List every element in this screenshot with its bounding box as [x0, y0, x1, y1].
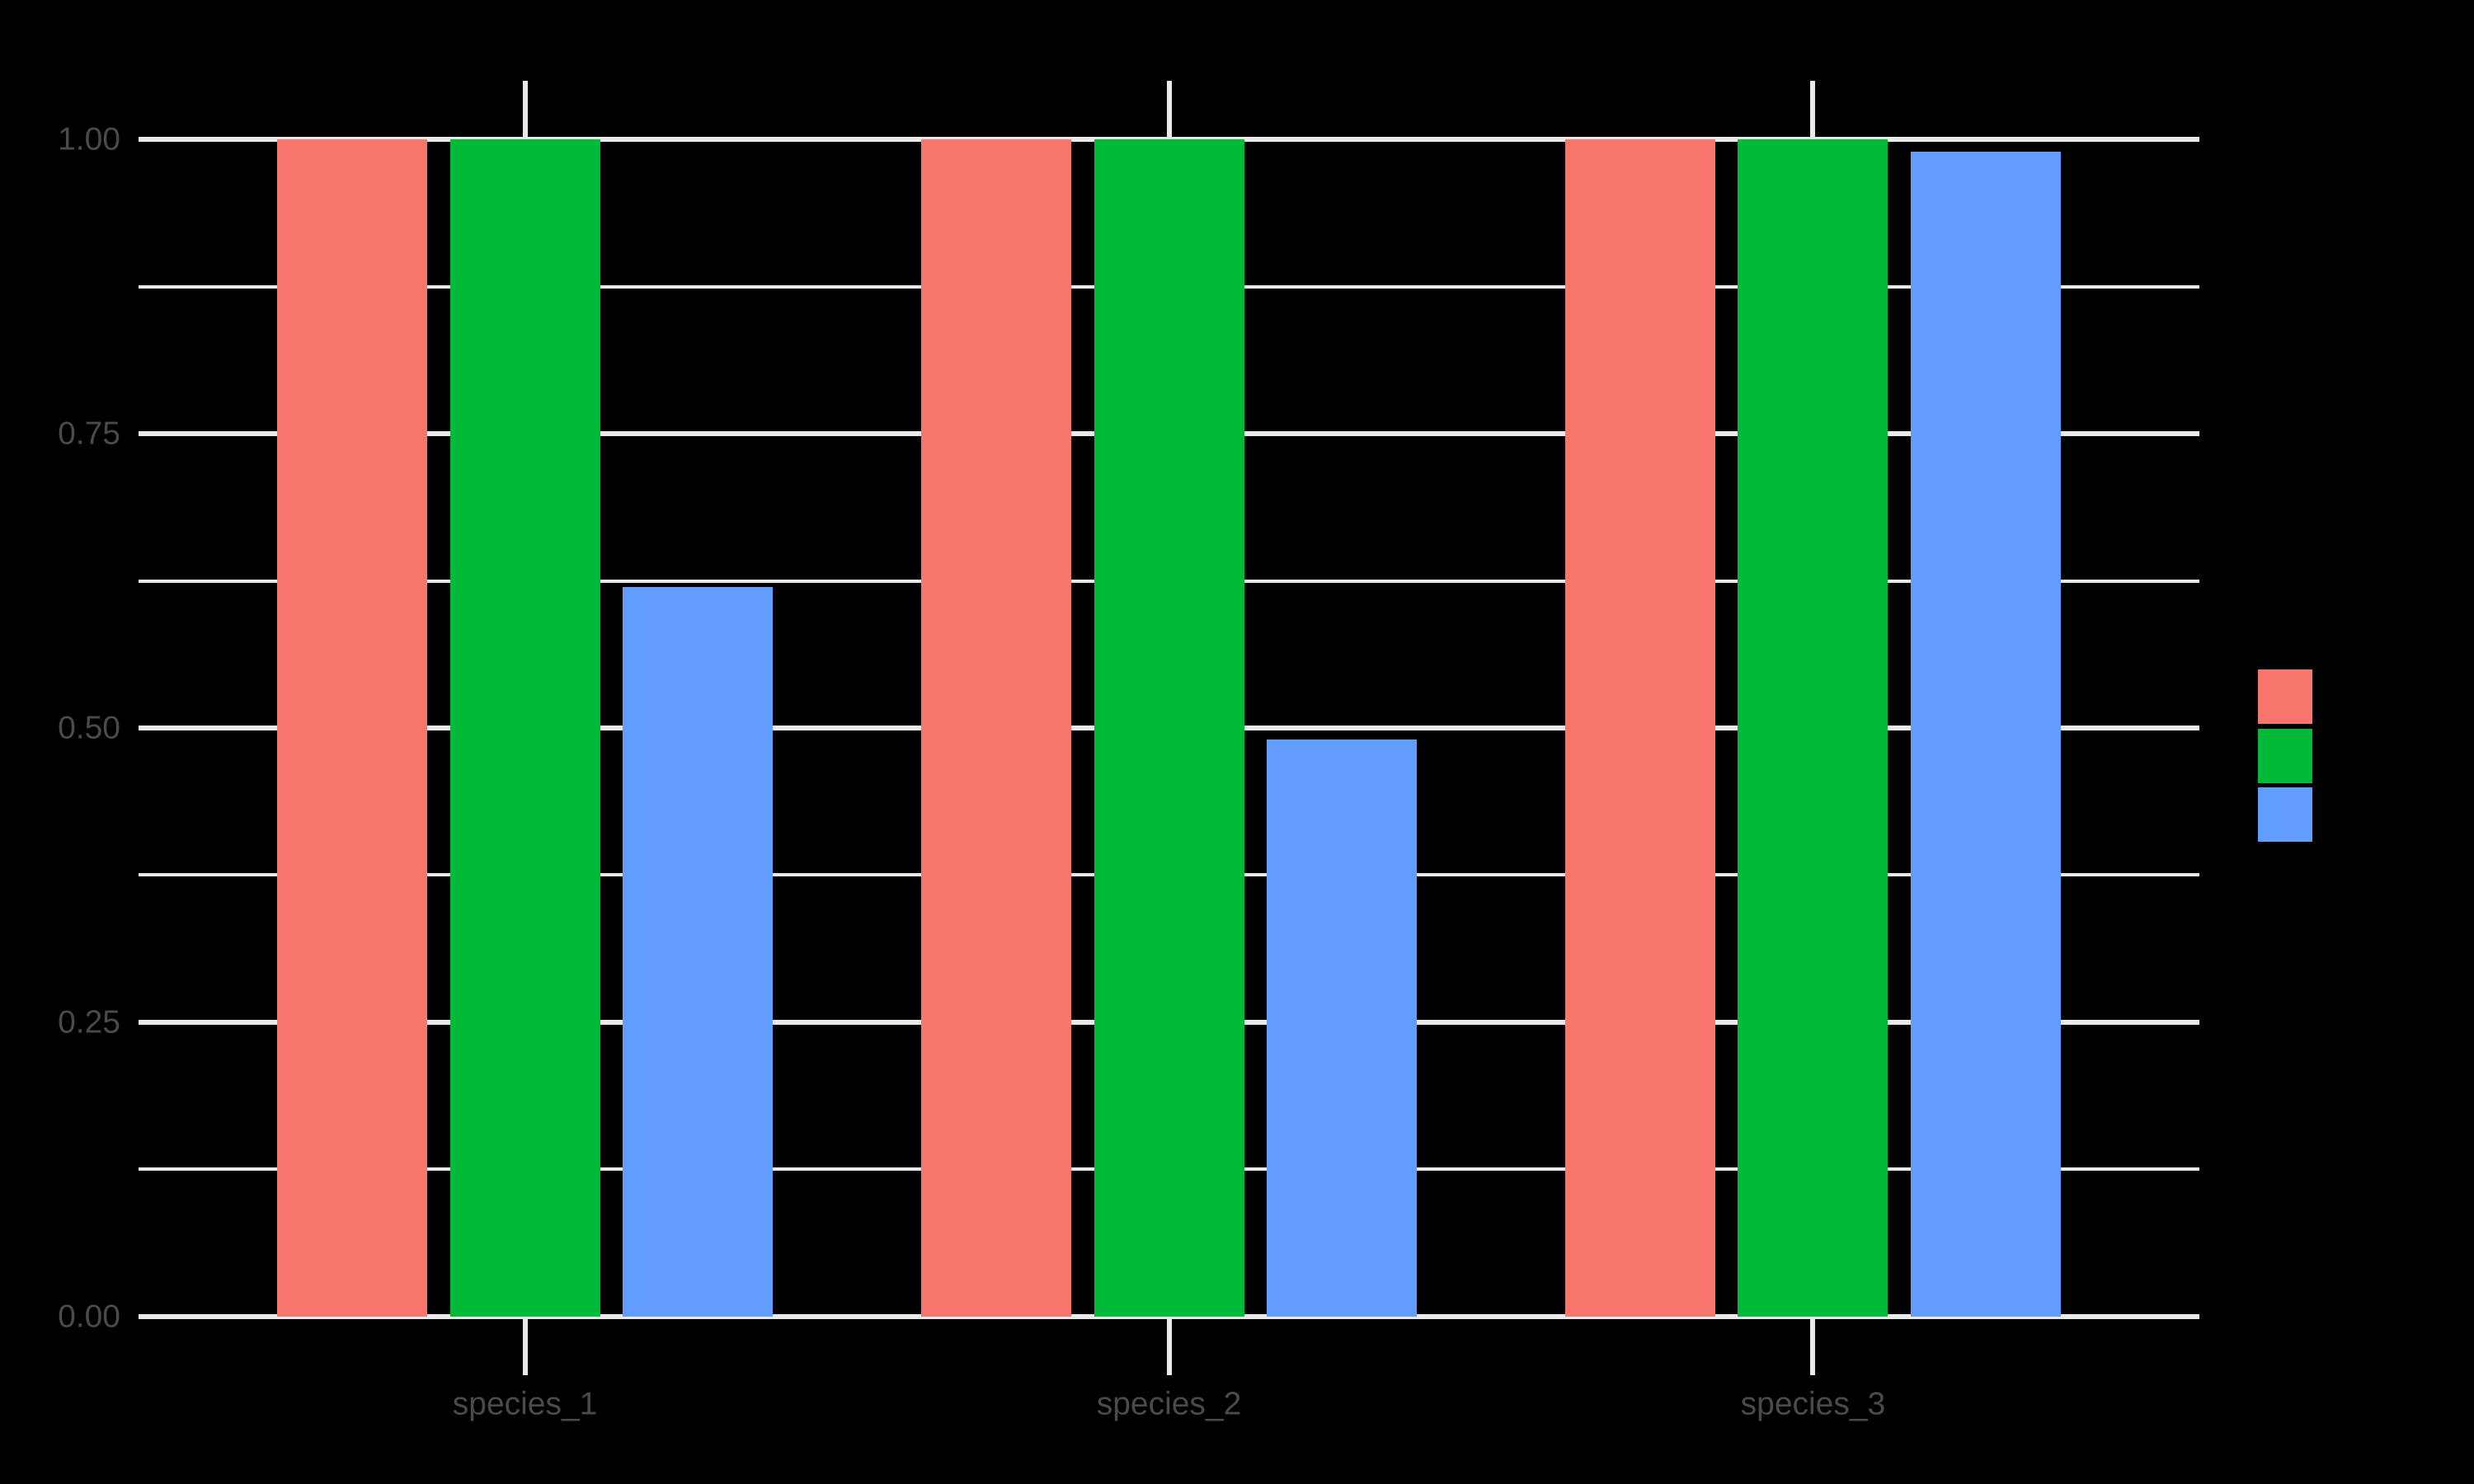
- bar-species_1-green: [449, 139, 600, 1317]
- bar-species_2-green: [1094, 139, 1244, 1317]
- bar-species_1-red: [277, 139, 428, 1317]
- y-tick-label: 1.00: [58, 121, 120, 157]
- bar-species_2-blue: [1267, 740, 1417, 1317]
- legend-swatch-red: [2258, 669, 2312, 724]
- x-tick-label: species_3: [1740, 1386, 1886, 1422]
- x-tick-label: species_2: [1096, 1386, 1242, 1422]
- plot-panel: [139, 81, 2199, 1375]
- x-tick-label: species_1: [452, 1386, 598, 1422]
- bar-species_3-green: [1738, 139, 1888, 1317]
- y-tick-label: 0.75: [58, 416, 120, 452]
- bar-species_3-red: [1564, 139, 1715, 1317]
- y-tick-label: 0.50: [58, 710, 120, 746]
- y-tick-label: 0.00: [58, 1298, 120, 1335]
- bar-species_2-red: [921, 139, 1071, 1317]
- bar-species_3-blue: [1910, 151, 2061, 1317]
- y-tick-label: 0.25: [58, 1004, 120, 1040]
- bar-species_1-blue: [623, 586, 774, 1317]
- major-gridline: [139, 1313, 2199, 1319]
- legend-swatch-green: [2258, 728, 2312, 783]
- legend-swatch-blue: [2258, 787, 2312, 842]
